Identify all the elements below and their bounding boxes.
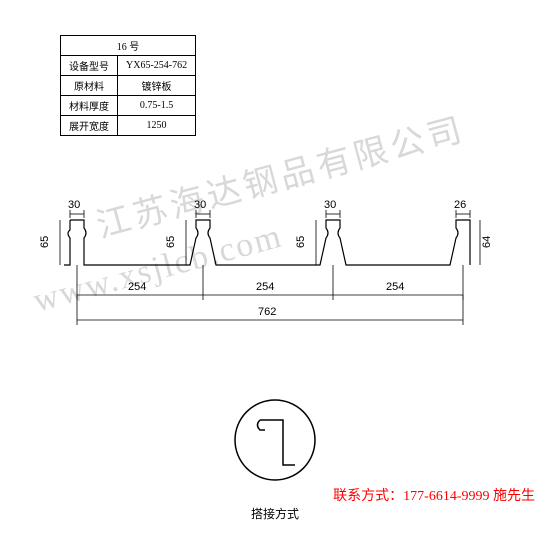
dim-h-1: 65	[39, 236, 51, 248]
dim-span-2: 254	[256, 281, 274, 293]
dim-span-1: 254	[128, 281, 146, 293]
profile-drawing: 30 30 30 26 65 65 65 64 254 254 254 762	[0, 170, 550, 420]
contact-phone: 177-6614-9999	[403, 489, 489, 504]
table-header: 16 号	[61, 36, 196, 56]
dim-span-3: 254	[386, 281, 404, 293]
spec-table: 16 号 设备型号YX65-254-762 原材料镀锌板 材料厚度0.75-1.…	[60, 35, 196, 136]
table-row: 设备型号YX65-254-762	[61, 56, 196, 76]
seam-detail	[215, 390, 335, 510]
contact-label: 联系方式：	[333, 489, 403, 504]
dim-top-1: 30	[68, 199, 80, 211]
contact-name: 施先生	[490, 489, 536, 504]
contact-info: 联系方式：177-6614-9999 施先生	[333, 485, 535, 505]
dim-h-4: 64	[481, 236, 493, 248]
dim-total: 762	[258, 306, 276, 318]
table-row: 材料厚度0.75-1.5	[61, 96, 196, 116]
dim-h-2: 65	[165, 236, 177, 248]
table-row: 原材料镀锌板	[61, 76, 196, 96]
dim-top-4: 26	[454, 199, 466, 211]
table-row: 展开宽度1250	[61, 116, 196, 136]
dim-top-2: 30	[194, 199, 206, 211]
dim-top-3: 30	[324, 199, 336, 211]
detail-caption: 搭接方式	[251, 505, 299, 522]
dim-h-3: 65	[295, 236, 307, 248]
